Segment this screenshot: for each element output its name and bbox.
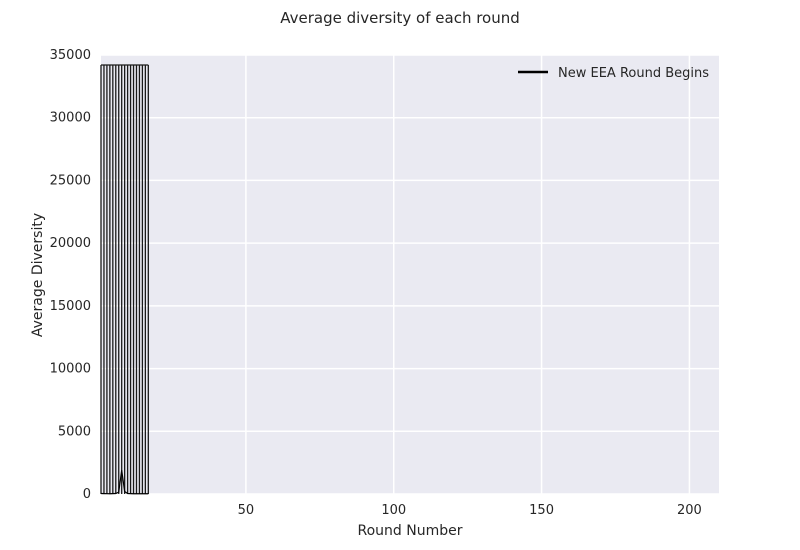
y-tick-label: 15000 bbox=[50, 299, 91, 314]
x-tick-label: 50 bbox=[238, 503, 255, 518]
y-tick-label: 0 bbox=[83, 487, 91, 502]
y-tick-label: 10000 bbox=[50, 362, 91, 377]
series-group bbox=[100, 470, 149, 495]
y-tick-label: 35000 bbox=[50, 48, 91, 63]
y-tick-label: 5000 bbox=[58, 424, 91, 439]
series-line bbox=[100, 470, 149, 495]
x-tick-label: 150 bbox=[529, 503, 554, 518]
x-tick-labels: 50 100 150 200 bbox=[238, 503, 702, 518]
round-start-lines bbox=[100, 64, 149, 494]
chart-title: Average diversity of each round bbox=[280, 9, 520, 27]
y-tick-labels: 0 5000 10000 15000 20000 25000 30000 35000 bbox=[50, 48, 91, 502]
y-tick-label: 25000 bbox=[50, 173, 91, 188]
y-tick-label: 20000 bbox=[50, 236, 91, 251]
y-tick-label: 30000 bbox=[50, 111, 91, 126]
y-axis-label: Average Diversity bbox=[30, 213, 46, 337]
legend: New EEA Round Begins bbox=[518, 66, 709, 81]
x-axis-label: Round Number bbox=[358, 523, 463, 539]
x-tick-label: 200 bbox=[677, 503, 702, 518]
x-tick-label: 100 bbox=[381, 503, 406, 518]
legend-label: New EEA Round Begins bbox=[558, 66, 709, 81]
grid-lines bbox=[101, 54, 719, 495]
plot-area bbox=[101, 55, 719, 494]
